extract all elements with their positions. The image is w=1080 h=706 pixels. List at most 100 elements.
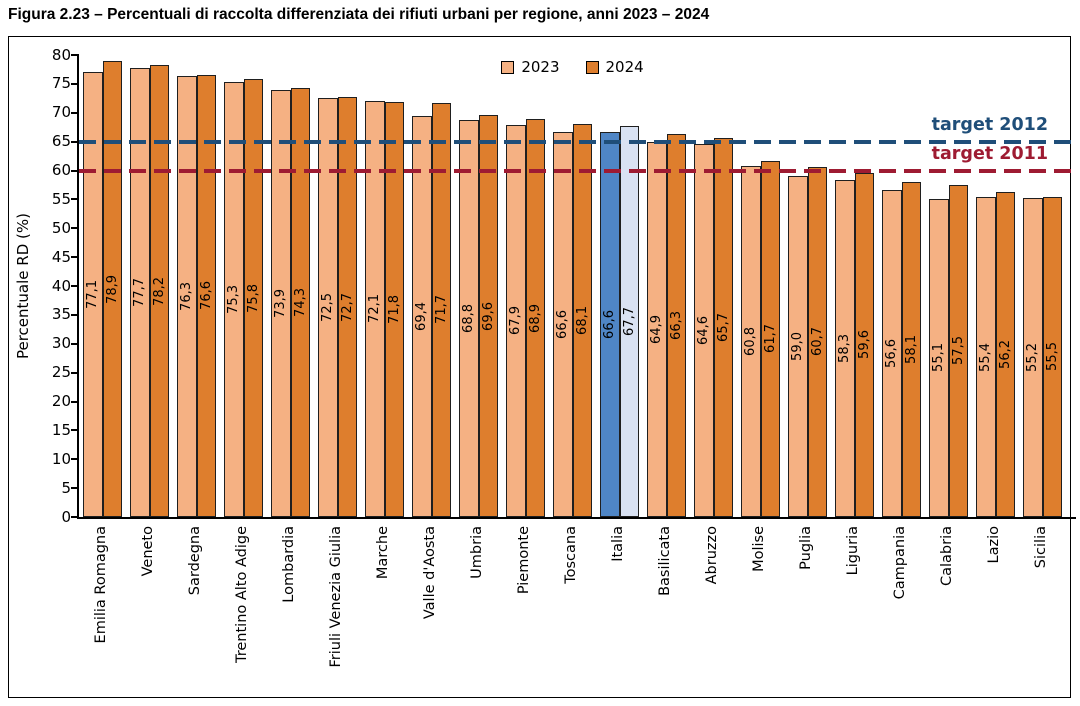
bar-value-label: 68,8 <box>461 303 477 333</box>
x-axis-label: Molise <box>751 526 767 572</box>
bar-calabria-2023: 55,1 <box>929 198 949 517</box>
bar-veneto-2023: 77,7 <box>130 68 150 517</box>
target-line-target-2011 <box>79 168 1072 173</box>
x-axis-label: Lazio <box>986 526 1002 564</box>
bar-value-label: 64,6 <box>696 315 712 345</box>
legend-label-2023: 2023 <box>521 58 560 76</box>
bar-friuli-venezia-giulia-2023: 72,5 <box>318 98 338 517</box>
bar-value-label: 75,3 <box>226 285 242 315</box>
bar-value-label: 60,8 <box>743 326 759 356</box>
bar-value-label: 72,5 <box>320 293 336 323</box>
y-tick-label: 30 <box>51 334 71 353</box>
bar-value-label: 59,0 <box>790 332 806 362</box>
bar-value-label: 66,6 <box>602 310 618 340</box>
y-tick-mark <box>71 429 79 432</box>
legend-item-2023: 2023 <box>501 58 560 76</box>
x-axis-label: Liguria <box>845 526 861 576</box>
bar-value-label: 73,9 <box>273 289 289 319</box>
figure-title: Figura 2.23 – Percentuali di raccolta di… <box>8 6 710 23</box>
legend-item-2024: 2024 <box>585 58 644 76</box>
bar-puglia-2024: 60,7 <box>807 166 827 517</box>
y-tick-label: 5 <box>61 478 71 497</box>
bar-piemonte-2023: 67,9 <box>506 124 526 517</box>
y-tick-mark <box>71 342 79 345</box>
y-tick-label: 10 <box>51 449 71 468</box>
bar-value-label: 68,1 <box>574 305 590 335</box>
bar-value-label: 75,8 <box>245 283 261 313</box>
bar-liguria-2023: 58,3 <box>835 180 855 517</box>
bar-basilicata-2024: 66,3 <box>666 134 686 517</box>
x-axis-label: Puglia <box>798 526 814 570</box>
y-tick-mark <box>71 82 79 85</box>
y-tick-mark <box>71 313 79 316</box>
bar-basilicata-2023: 64,9 <box>647 142 667 517</box>
y-tick-label: 55 <box>51 189 71 208</box>
y-tick-mark <box>71 54 79 56</box>
bar-valle-d-aosta-2024: 71,7 <box>431 102 451 517</box>
bar-value-label: 69,6 <box>480 301 496 331</box>
x-axis-label: Trentino Alto Adige <box>234 526 250 663</box>
target-label-target-2012: target 2012 <box>931 114 1048 135</box>
x-axis-label: Basilicata <box>657 526 673 596</box>
y-tick-label: 70 <box>51 103 71 122</box>
bar-marche-2023: 72,1 <box>365 100 385 517</box>
bar-molise-2023: 60,8 <box>741 165 761 517</box>
legend-swatch-2024 <box>585 60 599 74</box>
bar-liguria-2024: 59,6 <box>854 172 874 517</box>
bar-emilia-romagna-2024: 78,9 <box>102 61 122 517</box>
bar-sicilia-2023: 55,2 <box>1023 198 1043 517</box>
bar-value-label: 69,4 <box>414 302 430 332</box>
bar-value-label: 67,9 <box>508 306 524 336</box>
y-tick-mark <box>71 487 79 490</box>
bar-value-label: 71,7 <box>433 295 449 325</box>
bar-value-label: 55,2 <box>1025 343 1041 373</box>
bar-campania-2023: 56,6 <box>882 190 902 517</box>
bar-value-label: 57,5 <box>950 336 966 366</box>
x-axis-label: Abruzzo <box>704 526 720 585</box>
y-tick-mark <box>71 458 79 461</box>
x-axis-label: Sardegna <box>187 526 203 596</box>
bar-value-label: 60,7 <box>809 327 825 357</box>
y-tick-mark <box>71 516 79 518</box>
y-tick-mark <box>71 285 79 287</box>
bar-value-label: 65,7 <box>715 312 731 342</box>
y-tick-label: 20 <box>51 392 71 410</box>
bar-marche-2024: 71,8 <box>384 102 404 517</box>
bar-campania-2024: 58,1 <box>901 181 921 517</box>
bar-value-label: 72,1 <box>367 294 383 324</box>
y-tick-label: 0 <box>61 507 71 526</box>
bar-lazio-2024: 56,2 <box>995 192 1015 517</box>
x-axis-label: Umbria <box>469 526 485 579</box>
bar-value-label: 55,5 <box>1044 342 1060 372</box>
y-tick-label: 45 <box>51 247 71 266</box>
bar-lombardia-2023: 73,9 <box>271 90 291 517</box>
y-tick-label: 25 <box>51 363 71 382</box>
bar-value-label: 78,2 <box>151 276 167 306</box>
bar-value-label: 56,6 <box>884 339 900 369</box>
y-tick-mark <box>71 256 79 259</box>
y-axis-line <box>77 55 79 519</box>
x-axis-line <box>77 517 1076 519</box>
target-label-target-2011: target 2011 <box>931 143 1048 164</box>
y-tick-mark <box>71 371 79 374</box>
bar-value-label: 55,1 <box>931 343 947 373</box>
x-axis-label: Friuli Venezia Giulia <box>328 526 344 668</box>
x-axis-label: Piemonte <box>516 526 532 595</box>
y-tick-mark <box>71 111 79 114</box>
y-tick-label: 80 <box>51 45 71 64</box>
x-axis-label: Campania <box>892 526 908 600</box>
x-axis-label: Veneto <box>140 526 156 577</box>
bar-value-label: 66,3 <box>668 311 684 341</box>
x-axis-label: Marche <box>375 526 391 580</box>
bar-italia-2023: 66,6 <box>600 132 620 517</box>
bar-value-label: 58,3 <box>837 334 853 364</box>
bar-value-label: 66,6 <box>555 310 571 340</box>
bar-trentino-alto-adige-2023: 75,3 <box>224 82 244 517</box>
bar-umbria-2024: 69,6 <box>478 115 498 517</box>
y-tick-mark <box>71 227 79 230</box>
bar-sicilia-2024: 55,5 <box>1042 196 1062 517</box>
y-axis-title: Percentuale RD (%) <box>14 213 32 360</box>
bar-calabria-2024: 57,5 <box>948 184 968 517</box>
bar-value-label: 67,7 <box>621 307 637 336</box>
x-axis-label: Italia <box>610 526 626 562</box>
